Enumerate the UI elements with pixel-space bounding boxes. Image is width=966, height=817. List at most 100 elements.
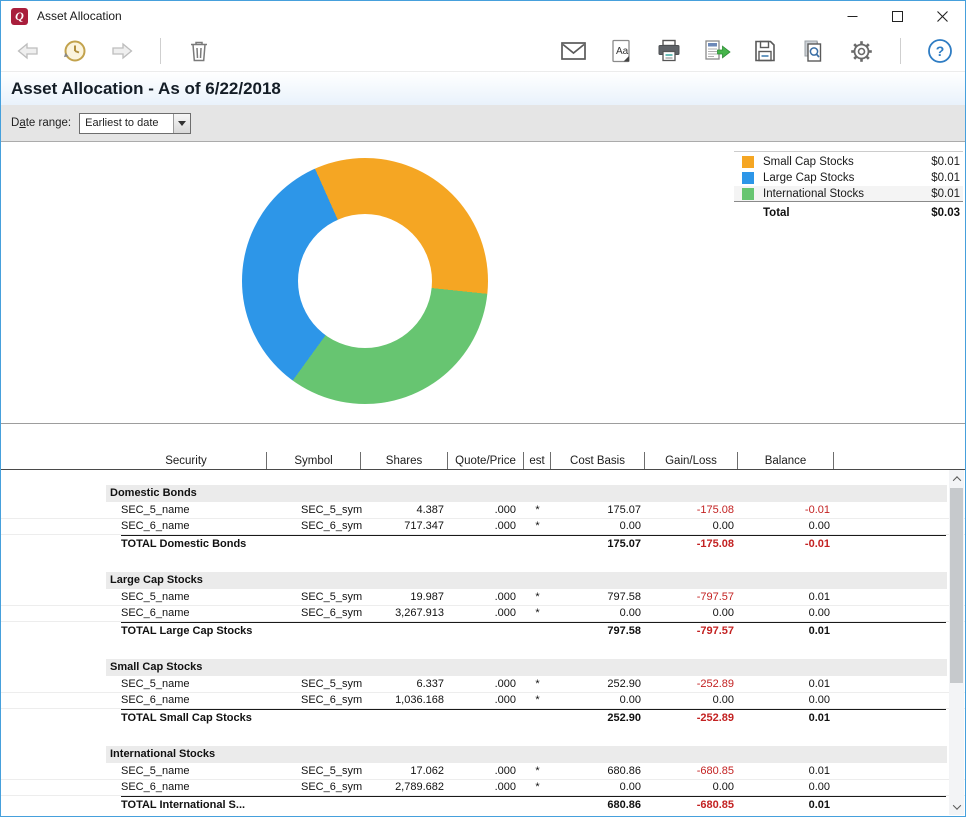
date-range-bar: Date range: Earliest to date xyxy=(1,105,965,141)
window-title: Asset Allocation xyxy=(37,9,122,23)
table-cell: SEC_5_name xyxy=(106,503,267,518)
donut-chart[interactable] xyxy=(242,158,488,404)
legend-value: $0.01 xyxy=(931,156,960,168)
table-cell: 0.00 xyxy=(738,519,834,534)
legend-item[interactable]: International Stocks$0.01 xyxy=(734,186,963,202)
table-cell xyxy=(361,796,448,814)
minimize-icon xyxy=(847,11,858,22)
section-total-row[interactable]: TOTAL Domestic Bonds175.07-175.08-0.01 xyxy=(1,535,965,553)
save-button[interactable] xyxy=(748,35,782,67)
table-cell: 252.90 xyxy=(551,709,645,727)
table-cell: SEC_6_sym xyxy=(267,693,361,708)
table-row[interactable]: SEC_6_nameSEC_6_sym1,036.168.000*0.000.0… xyxy=(1,693,965,709)
table-cell: * xyxy=(524,780,551,795)
table-row[interactable]: SEC_5_nameSEC_5_sym6.337.000*252.90-252.… xyxy=(1,677,965,693)
table-cell: 3,267.913 xyxy=(361,606,448,621)
table-cell: 0.00 xyxy=(645,780,738,795)
table-cell: 19.987 xyxy=(361,590,448,605)
minimize-button[interactable] xyxy=(830,1,875,31)
back-button[interactable] xyxy=(11,35,45,67)
table-cell: 680.86 xyxy=(551,764,645,779)
table-header-row: SecuritySymbolSharesQuote/PriceestCost B… xyxy=(1,452,965,469)
table-row[interactable]: SEC_5_nameSEC_5_sym4.387.000*175.07-175.… xyxy=(1,503,965,519)
chart-panel: Small Cap Stocks$0.01Large Cap Stocks$0.… xyxy=(1,141,965,424)
table-cell: 0.01 xyxy=(738,709,834,727)
window-controls xyxy=(830,1,965,31)
table-cell: -797.57 xyxy=(645,622,738,640)
scroll-up-button[interactable] xyxy=(949,470,964,487)
column-header: Cost Basis xyxy=(551,452,645,469)
table-cell: .000 xyxy=(448,519,524,534)
table-cell: 0.00 xyxy=(551,780,645,795)
table-cell: -680.85 xyxy=(645,796,738,814)
close-button[interactable] xyxy=(920,1,965,31)
print-preview-button[interactable] xyxy=(796,35,830,67)
date-range-dropdown[interactable]: Earliest to date xyxy=(79,113,191,134)
table-cell: .000 xyxy=(448,764,524,779)
chevron-down-icon xyxy=(178,121,186,126)
legend-item[interactable]: Small Cap Stocks$0.01 xyxy=(734,154,963,170)
table-row[interactable]: SEC_6_nameSEC_6_sym3,267.913.000*0.000.0… xyxy=(1,606,965,622)
table-cell: SEC_6_name xyxy=(106,606,267,621)
table-cell: * xyxy=(524,606,551,621)
forward-button[interactable] xyxy=(105,35,139,67)
table-section: Small Cap StocksSEC_5_nameSEC_5_sym6.337… xyxy=(1,659,965,727)
table-section: International StocksSEC_5_nameSEC_5_sym1… xyxy=(1,746,965,814)
table-cell: 0.01 xyxy=(738,622,834,640)
section-header: Small Cap Stocks xyxy=(106,659,947,676)
printer-icon xyxy=(656,38,682,64)
fonts-button[interactable]: Aa xyxy=(604,35,638,67)
export-button[interactable] xyxy=(700,35,734,67)
table-cell: 17.062 xyxy=(361,764,448,779)
forward-arrow-icon xyxy=(110,41,134,61)
table-section: Domestic BondsSEC_5_nameSEC_5_sym4.387.0… xyxy=(1,485,965,553)
table-cell: -680.85 xyxy=(645,764,738,779)
table-row[interactable]: SEC_5_nameSEC_5_sym17.062.000*680.86-680… xyxy=(1,764,965,780)
table-cell: .000 xyxy=(448,693,524,708)
section-total-row[interactable]: TOTAL International S...680.86-680.850.0… xyxy=(1,796,965,814)
date-range-label: Date range: xyxy=(11,117,71,129)
table-cell xyxy=(524,622,551,640)
legend-rows: Small Cap Stocks$0.01Large Cap Stocks$0.… xyxy=(734,154,963,202)
back-arrow-icon xyxy=(16,41,40,61)
maximize-button[interactable] xyxy=(875,1,920,31)
settings-button[interactable] xyxy=(844,35,878,67)
section-total-row[interactable]: TOTAL Small Cap Stocks252.90-252.890.01 xyxy=(1,709,965,727)
help-button[interactable]: ? xyxy=(923,35,957,67)
table-cell: 0.00 xyxy=(645,606,738,621)
chevron-up-icon xyxy=(952,476,960,484)
table-cell: * xyxy=(524,590,551,605)
fonts-icon: Aa xyxy=(609,38,633,64)
table-cell: SEC_6_name xyxy=(106,780,267,795)
legend-label: International Stocks xyxy=(763,188,931,200)
table-cell: .000 xyxy=(448,606,524,621)
column-header: Security xyxy=(106,452,267,469)
table-cell: 2,789.682 xyxy=(361,780,448,795)
table-cell: 0.00 xyxy=(738,606,834,621)
table-cell: SEC_5_sym xyxy=(267,677,361,692)
table-cell xyxy=(524,709,551,727)
email-button[interactable] xyxy=(556,35,590,67)
print-button[interactable] xyxy=(652,35,686,67)
table-cell: * xyxy=(524,677,551,692)
dropdown-button[interactable] xyxy=(173,114,190,133)
table-cell: 0.01 xyxy=(738,677,834,692)
table-cell: SEC_6_name xyxy=(106,693,267,708)
scroll-down-button[interactable] xyxy=(949,798,964,815)
toolbar-separator xyxy=(900,38,901,64)
table-row[interactable]: SEC_6_nameSEC_6_sym717.347.000*0.000.000… xyxy=(1,519,965,535)
chart-legend: Small Cap Stocks$0.01Large Cap Stocks$0.… xyxy=(734,151,963,222)
delete-button[interactable] xyxy=(182,35,216,67)
legend-swatch-icon xyxy=(742,172,754,184)
section-total-row[interactable]: TOTAL Large Cap Stocks797.58-797.570.01 xyxy=(1,622,965,640)
history-button[interactable] xyxy=(58,35,92,67)
scrollbar-thumb[interactable] xyxy=(950,488,963,683)
vertical-scrollbar[interactable] xyxy=(949,470,964,815)
table-row[interactable]: SEC_5_nameSEC_5_sym19.987.000*797.58-797… xyxy=(1,590,965,606)
table-row[interactable]: SEC_6_nameSEC_6_sym2,789.682.000*0.000.0… xyxy=(1,780,965,796)
table-cell: 175.07 xyxy=(551,535,645,553)
table-header: SecuritySymbolSharesQuote/PriceestCost B… xyxy=(1,424,965,470)
table-cell: SEC_6_sym xyxy=(267,519,361,534)
legend-item[interactable]: Large Cap Stocks$0.01 xyxy=(734,170,963,186)
table-cell: -175.08 xyxy=(645,535,738,553)
